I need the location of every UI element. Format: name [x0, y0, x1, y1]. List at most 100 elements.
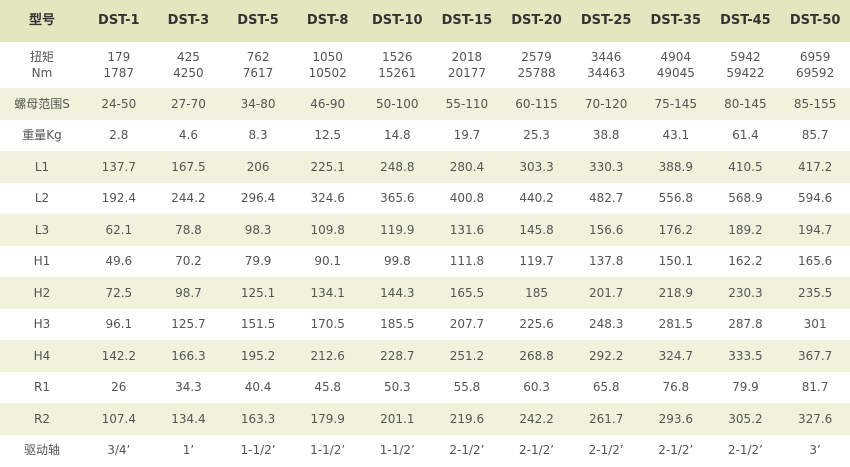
model-header: DST-1: [84, 0, 154, 42]
cell-line: 1526: [382, 50, 413, 64]
value-cell: 292.2: [571, 340, 641, 372]
value-cell: 3’: [809, 443, 821, 458]
model-header: DST-45: [710, 0, 781, 42]
value-cell: 98.3: [223, 214, 293, 246]
cell-line: 扭矩: [29, 50, 54, 64]
value-cell: 192.4: [101, 191, 136, 206]
table-row: 驱动轴 3/4’ 1’ 1-1/2’ 1-1/2’ 1-1/2’ 2-1/2’ 2-1/2’ 2…: [0, 435, 850, 467]
value-cell: 2018 20177: [432, 42, 502, 88]
table-row: L3 62.1 78.8 98.3 109.8 119.9 131.6 145.8 156.6 1…: [0, 214, 850, 246]
value-cell: 65.8: [592, 380, 620, 395]
value-cell: 2.8: [109, 128, 129, 143]
cell-line: 179: [107, 50, 131, 64]
value-cell: 4904 49045: [641, 42, 711, 88]
value-cell: 185.5: [380, 317, 415, 332]
value-cell: 293.6: [641, 403, 711, 435]
table-body: 扭矩 Nm 179 1787 425 4250 762 7617 1050 10502 1526 15…: [0, 42, 850, 466]
row-label: H4: [0, 340, 84, 372]
value-cell: 50.3: [383, 380, 411, 395]
value-cell: 1’: [182, 443, 195, 458]
value-cell: 6959 69592: [780, 42, 850, 88]
value-cell: 248.8: [362, 151, 433, 183]
value-cell: 119.7: [519, 254, 554, 269]
value-cell: 162.2: [728, 254, 763, 269]
value-cell: 75-145: [641, 88, 711, 120]
value-cell: 96.1: [105, 317, 133, 332]
value-cell: 2-1/2’: [519, 443, 555, 458]
value-cell: 179 1787: [84, 42, 154, 88]
value-cell: 303.3: [501, 151, 572, 183]
value-cell: 301: [803, 317, 827, 332]
value-cell: 8.3: [248, 128, 268, 143]
value-cell: 206: [223, 151, 293, 183]
value-cell: 134.4: [153, 403, 224, 435]
cell-line: 3446: [590, 50, 622, 64]
cell-line: 15261: [378, 66, 417, 80]
model-header: DST-25: [571, 0, 641, 42]
value-cell: 327.6: [780, 403, 850, 435]
value-cell: 19.7: [453, 128, 481, 143]
value-cell: 251.2: [432, 340, 502, 372]
value-cell: 410.5: [710, 151, 781, 183]
value-cell: 38.8: [592, 128, 620, 143]
table-row: H1 49.6 70.2 79.9 90.1 99.8 111.8 119.7 137.8 150…: [0, 246, 850, 278]
model-header: DST-35: [641, 0, 711, 42]
value-cell: 137.7: [84, 151, 154, 183]
value-cell: 14.8: [383, 128, 411, 143]
model-header: DST-3: [153, 0, 224, 42]
value-cell: 268.8: [501, 340, 572, 372]
value-cell: 98.7: [153, 277, 224, 309]
value-cell: 167.5: [153, 151, 224, 183]
cell-line: 2018: [451, 50, 483, 64]
value-cell: 12.5: [314, 128, 342, 143]
table-row: H4 142.2 166.3 195.2 212.6 228.7 251.2 268.8 292…: [0, 340, 850, 372]
cell-line: 25788: [517, 66, 556, 80]
value-cell: 296.4: [240, 191, 276, 206]
value-cell: 330.3: [571, 151, 641, 183]
value-cell: 144.3: [362, 277, 433, 309]
row-label: L1: [0, 151, 84, 183]
value-cell: 248.3: [589, 317, 624, 332]
value-cell: 46-90: [292, 88, 363, 120]
cell-line: 5942: [730, 50, 761, 64]
value-cell: 324.6: [310, 191, 345, 206]
value-cell: 72.5: [84, 277, 154, 309]
cell-line: 6959: [799, 50, 831, 64]
table-row: L2 192.4 244.2 296.4 324.6 365.6 400.8 440.2 482…: [0, 183, 850, 215]
row-label: H1: [33, 254, 51, 269]
model-header: DST-50: [780, 0, 850, 42]
value-cell: 50-100: [362, 88, 433, 120]
value-cell: 1526 15261: [363, 42, 433, 88]
value-cell: 195.2: [223, 340, 293, 372]
value-cell: 388.9: [641, 151, 711, 183]
value-cell: 242.2: [501, 403, 572, 435]
value-cell: 1-1/2’: [310, 443, 346, 458]
value-cell: 166.3: [153, 340, 224, 372]
cell-line: 59422: [726, 66, 765, 80]
row-label: 驱动轴: [23, 443, 60, 458]
value-cell: 3/4’: [107, 443, 131, 458]
value-cell: 156.6: [571, 214, 641, 246]
value-cell: 81.7: [801, 380, 829, 395]
value-cell: 400.8: [449, 191, 485, 206]
cell-line: 762: [246, 50, 270, 64]
value-cell: 417.2: [780, 151, 850, 183]
value-cell: 142.2: [84, 340, 154, 372]
value-cell: 1-1/2’: [240, 443, 276, 458]
cell-line: 4250: [173, 66, 204, 80]
cell-line: 2579: [521, 50, 552, 64]
value-cell: 85-155: [780, 88, 850, 120]
table-row: R1 26 34.3 40.4 45.8 50.3 55.8 60.3 65.8 76.8 79.9…: [0, 372, 850, 404]
value-cell: 165.5: [432, 277, 502, 309]
table-row: H2 72.5 98.7 125.1 134.1 144.3 165.5 185 201.7 21…: [0, 277, 850, 309]
cell-line: 10502: [308, 66, 347, 80]
value-cell: 62.1: [84, 214, 154, 246]
value-cell: 85.7: [801, 128, 829, 143]
value-cell: 219.6: [432, 403, 502, 435]
value-cell: 235.5: [780, 277, 850, 309]
value-cell: 3446 34463: [571, 42, 641, 88]
value-cell: 225.6: [519, 317, 554, 332]
value-cell: 34.3: [175, 380, 202, 395]
